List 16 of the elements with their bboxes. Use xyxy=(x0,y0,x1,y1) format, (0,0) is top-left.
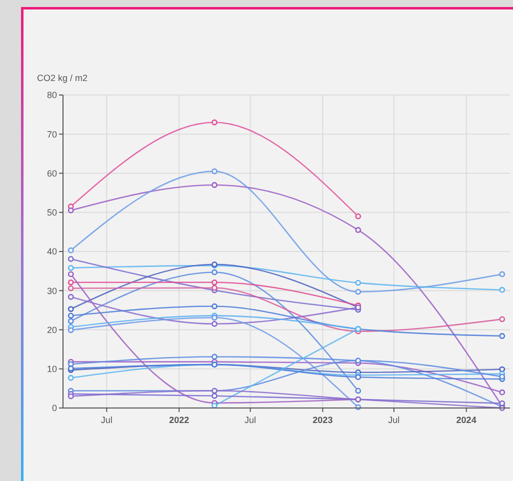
x-tick-label: Jul xyxy=(100,415,112,425)
y-tick-label: 50 xyxy=(46,208,57,218)
y-tick-label: 70 xyxy=(46,129,57,140)
y-axis-title: CO2 kg / m2 xyxy=(37,73,88,83)
y-tick-label: 60 xyxy=(46,168,57,178)
x-tick-label: 2022 xyxy=(169,415,190,425)
x-tick-label: 2023 xyxy=(312,415,333,425)
x-tick-label: Jul xyxy=(244,415,256,425)
y-tick-label: 10 xyxy=(46,364,57,374)
y-tick-label: 30 xyxy=(46,286,57,296)
x-tick-label: 2024 xyxy=(456,415,476,425)
y-tick-label: 0 xyxy=(52,403,57,414)
y-tick-label: 40 xyxy=(46,246,57,257)
y-tick-label: 20 xyxy=(46,324,57,335)
y-tick-label: 80 xyxy=(46,90,57,100)
x-tick-label: Jul xyxy=(388,415,400,425)
